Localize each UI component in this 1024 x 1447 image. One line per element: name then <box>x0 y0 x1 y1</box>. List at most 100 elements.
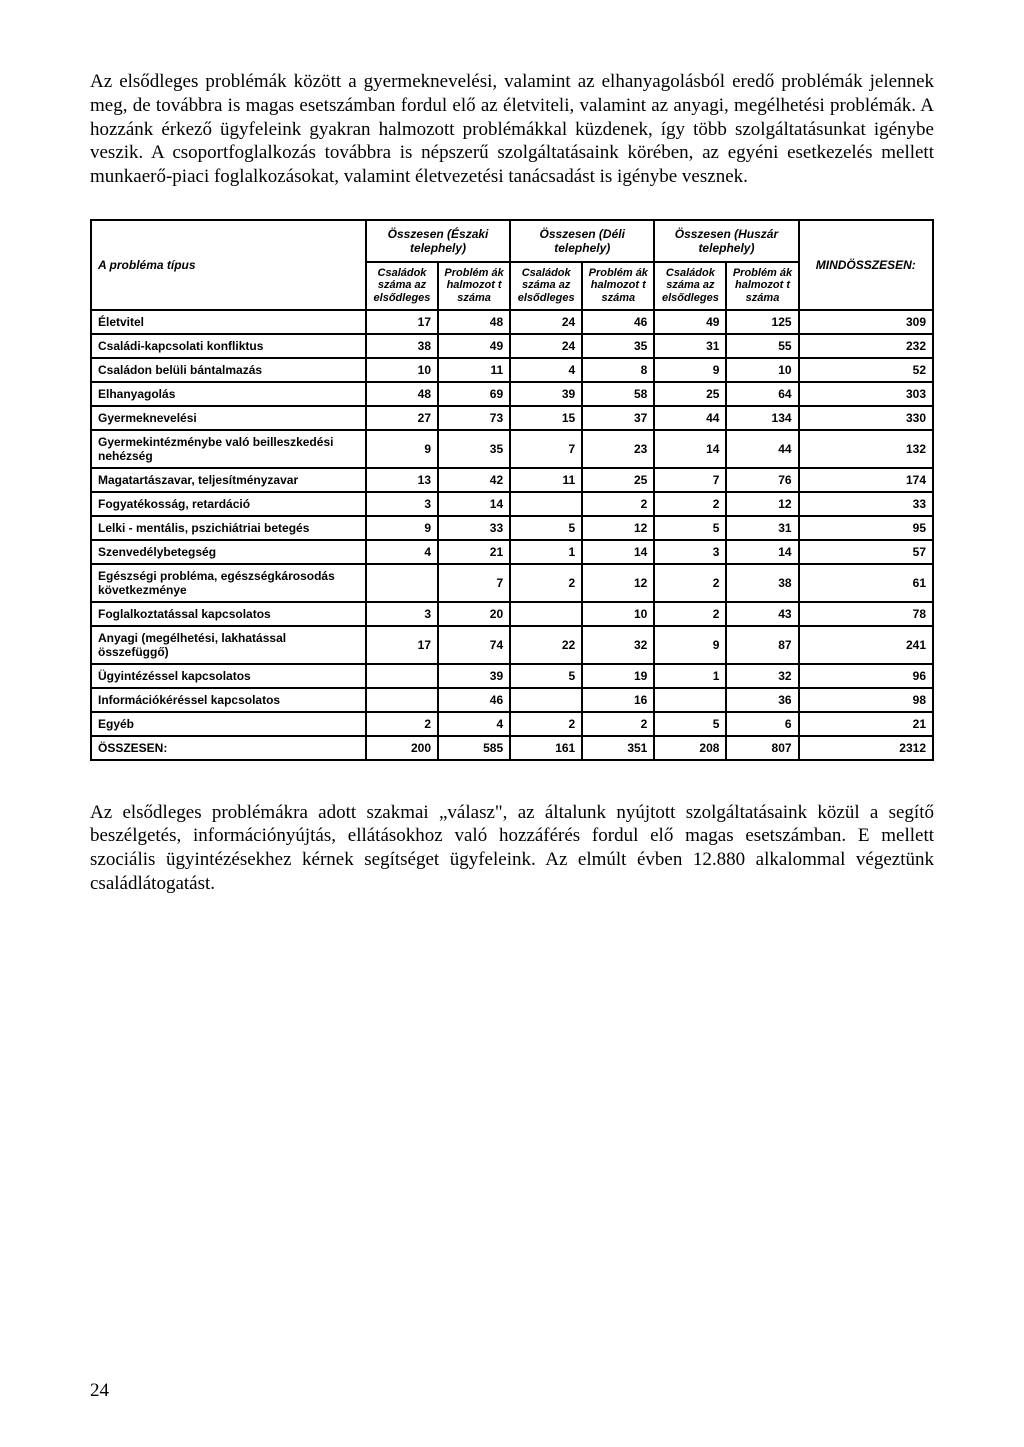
table-row: Szenvedélybetegség42111431457 <box>91 540 933 564</box>
sub-south-families: Családok száma az elsődleges <box>510 262 582 310</box>
table-row: Családi-kapcsolati konfliktus38492435315… <box>91 334 933 358</box>
cell-value: 37 <box>582 406 654 430</box>
table-row: Információkéréssel kapcsolatos46163698 <box>91 688 933 712</box>
cell-value: 74 <box>438 626 510 664</box>
cell-value: 22 <box>510 626 582 664</box>
table-row: Elhanyagolás486939582564303 <box>91 382 933 406</box>
cell-value: 5 <box>510 664 582 688</box>
table-row: Egyéb24225621 <box>91 712 933 736</box>
cell-value: 303 <box>799 382 933 406</box>
cell-value: 35 <box>438 430 510 468</box>
cell-value: 9 <box>654 358 726 382</box>
cell-value: 39 <box>438 664 510 688</box>
cell-value: 31 <box>654 334 726 358</box>
cell-value: 330 <box>799 406 933 430</box>
row-label: Információkéréssel kapcsolatos <box>91 688 366 712</box>
problem-table: A probléma típus Összesen (Északi teleph… <box>90 219 934 761</box>
page: Az elsődleges problémák között a gyermek… <box>0 0 1024 1447</box>
sub-huszar-families: Családok száma az elsődleges <box>654 262 726 310</box>
cell-value: 241 <box>799 626 933 664</box>
table-row: Életvitel1748244649125309 <box>91 310 933 334</box>
table-row: Gyermekintézménybe való beilleszkedési n… <box>91 430 933 468</box>
cell-value <box>654 688 726 712</box>
cell-value: 5 <box>654 516 726 540</box>
sub-south-problems: Problém ák halmozot t száma <box>582 262 654 310</box>
cell-value: 15 <box>510 406 582 430</box>
row-label: Gyermeknevelési <box>91 406 366 430</box>
cell-value: 9 <box>366 516 438 540</box>
table-head: A probléma típus Összesen (Északi teleph… <box>91 220 933 310</box>
cell-value: 23 <box>582 430 654 468</box>
cell-value: 132 <box>799 430 933 468</box>
row-label: Családon belüli bántalmazás <box>91 358 366 382</box>
row-label: Egészségi probléma, egészségkárosodás kö… <box>91 564 366 602</box>
cell-value: 61 <box>799 564 933 602</box>
row-label: Anyagi (megélhetési, lakhatással összefü… <box>91 626 366 664</box>
cell-value: 14 <box>654 430 726 468</box>
cell-value: 1 <box>510 540 582 564</box>
cell-value: 3 <box>366 602 438 626</box>
cell-value: 232 <box>799 334 933 358</box>
row-label: Gyermekintézménybe való beilleszkedési n… <box>91 430 366 468</box>
intro-paragraph: Az elsődleges problémák között a gyermek… <box>90 70 934 189</box>
cell-value: 9 <box>654 626 726 664</box>
cell-value: 13 <box>366 468 438 492</box>
cell-value: 48 <box>366 382 438 406</box>
cell-value: 76 <box>726 468 798 492</box>
cell-value: 7 <box>654 468 726 492</box>
cell-value: 46 <box>438 688 510 712</box>
cell-value: 19 <box>582 664 654 688</box>
cell-value: 12 <box>582 564 654 602</box>
cell-value: 5 <box>510 516 582 540</box>
cell-value: 73 <box>438 406 510 430</box>
cell-value: 5 <box>654 712 726 736</box>
cell-value: 4 <box>366 540 438 564</box>
cell-value: 33 <box>438 516 510 540</box>
table-row: Magatartászavar, teljesítményzavar134211… <box>91 468 933 492</box>
cell-value: 2 <box>654 492 726 516</box>
row-label: Lelki - mentális, pszichiátriai betegés <box>91 516 366 540</box>
cell-value: 585 <box>438 736 510 760</box>
cell-value: 57 <box>799 540 933 564</box>
cell-value: 39 <box>510 382 582 406</box>
cell-value <box>366 688 438 712</box>
group-south: Összesen (Déli telephely) <box>510 220 654 262</box>
cell-value: 42 <box>438 468 510 492</box>
cell-value: 14 <box>726 540 798 564</box>
row-label: Életvitel <box>91 310 366 334</box>
cell-value: 21 <box>438 540 510 564</box>
row-label: Ügyintézéssel kapcsolatos <box>91 664 366 688</box>
cell-value: 17 <box>366 626 438 664</box>
cell-value: 95 <box>799 516 933 540</box>
group-huszar: Összesen (Huszár telephely) <box>654 220 798 262</box>
cell-value: 49 <box>654 310 726 334</box>
cell-value: 55 <box>726 334 798 358</box>
cell-value: 1 <box>654 664 726 688</box>
cell-value: 309 <box>799 310 933 334</box>
sub-huszar-problems: Problém ák halmozot t száma <box>726 262 798 310</box>
cell-value: 12 <box>726 492 798 516</box>
cell-value <box>510 602 582 626</box>
row-label: Elhanyagolás <box>91 382 366 406</box>
table-row: Anyagi (megélhetési, lakhatással összefü… <box>91 626 933 664</box>
table-row: Családon belüli bántalmazás10114891052 <box>91 358 933 382</box>
row-label: Magatartászavar, teljesítményzavar <box>91 468 366 492</box>
cell-value: 21 <box>799 712 933 736</box>
cell-value: 24 <box>510 310 582 334</box>
cell-value: 44 <box>654 406 726 430</box>
cell-value: 25 <box>654 382 726 406</box>
cell-value: 14 <box>438 492 510 516</box>
cell-value: 16 <box>582 688 654 712</box>
row-header-label: A probléma típus <box>91 220 366 310</box>
table-row: Lelki - mentális, pszichiátriai betegés9… <box>91 516 933 540</box>
cell-value <box>510 688 582 712</box>
table-row: Egészségi probléma, egészségkárosodás kö… <box>91 564 933 602</box>
cell-value: 11 <box>438 358 510 382</box>
cell-value: 125 <box>726 310 798 334</box>
cell-value: 12 <box>582 516 654 540</box>
cell-value: 14 <box>582 540 654 564</box>
cell-value: 58 <box>582 382 654 406</box>
cell-value: 2 <box>366 712 438 736</box>
cell-value: 8 <box>582 358 654 382</box>
cell-value: 7 <box>438 564 510 602</box>
